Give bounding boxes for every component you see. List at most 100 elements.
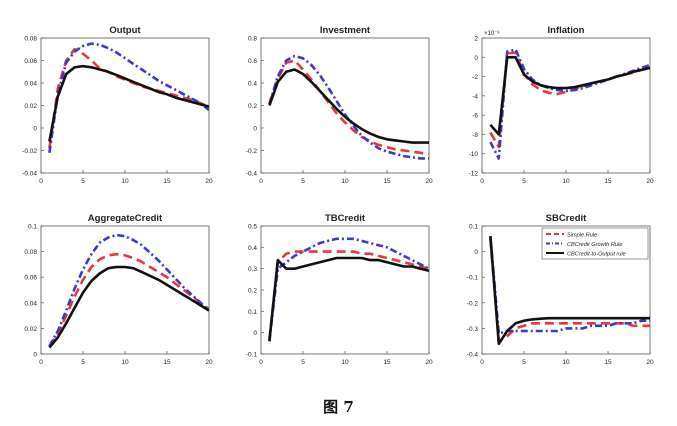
series-line-cbcredit-growth-rule [48,233,209,347]
x-tick-label: 10 [562,359,570,366]
chart-panel-6: SBCredit -0.4 -0.3 -0.2 -0.1 0 0.1 0 5 10 15 20 Simp… [467,213,654,366]
x-tick-label: 5 [522,359,526,366]
chart-panel-1: Output -0.04 -0.02 0 0.02 0.04 0.06 0.08 0 5 10 15 2… [22,25,213,185]
x-tick-label: 5 [81,359,85,366]
series-line-cbcredit-to-output-rule [48,265,209,349]
x-tick-label: 5 [81,178,85,185]
series-line-cbcredit-to-output-rule [268,256,429,342]
x-tick-label: 0 [259,178,263,185]
y-tick-label: 0.2 [248,288,257,295]
x-tick-label: 20 [646,178,654,185]
y-tick-label: -0.04 [22,171,37,178]
y-tick-label: 0 [474,249,478,256]
legend-label: CBCredit Growth Rule [567,242,622,248]
x-tick-label: 10 [562,178,570,185]
y-tick-label: -8 [472,132,478,139]
y-tick-label: -0.4 [246,171,258,178]
series-line-simple-rule [489,238,650,343]
y-tick-label: 0.02 [24,326,37,333]
series-line-cbcredit-growth-rule [268,237,429,342]
y-tick-label: 0.06 [24,275,37,282]
series-line-cbcredit-growth-rule [489,48,650,160]
y-tick-label: -6 [472,113,478,120]
chart-panel-2: Investment -0.4 -0.2 0 0.2 0.4 0.6 0.8 0 5 10 15 20 [246,25,433,185]
y-tick-label: -0.2 [467,300,479,307]
legend-label: CBCredit-to-Output rule [567,251,626,257]
series-line-cbcredit-to-output-rule [48,64,209,142]
x-tick-label: 15 [604,178,612,185]
y-tick-label: 0 [33,352,37,359]
series-line-cbcredit-growth-rule [489,236,650,335]
series-line-simple-rule [489,51,650,149]
y-tick-label: -0.1 [246,352,258,359]
plot-frame [260,225,430,355]
x-tick-label: 10 [341,178,349,185]
x-tick-label: 20 [205,178,213,185]
y-tick-label: -4 [472,93,478,100]
y-tick-label: 0.1 [469,224,478,231]
x-tick-label: 20 [425,359,433,366]
chart-title: Investment [320,25,371,36]
y-tick-label: 0 [253,126,257,133]
y-tick-label: 0 [253,330,257,337]
chart-title: Output [109,25,141,36]
y-tick-label: 0.04 [24,300,37,307]
series-line-simple-rule [268,59,429,156]
y-tick-label: -0.4 [467,352,479,359]
y-tick-label: 0.06 [24,58,37,65]
y-tick-label: -0.3 [467,326,479,333]
chart-title: Inflation [548,25,585,36]
y-tick-label: -10 [469,151,479,158]
y-tick-label: 0.08 [24,36,37,43]
plot-frame [260,37,430,174]
x-tick-label: 20 [646,359,654,366]
y-tick-label: 2 [474,36,478,43]
y-tick-label: 0.4 [248,81,257,88]
y-tick-label: 0.6 [248,58,257,65]
chart-title: TBCredit [325,213,366,224]
series-line-cbcredit-growth-rule [48,42,209,153]
x-tick-label: 15 [383,178,391,185]
x-tick-label: 5 [301,359,305,366]
series-line-simple-rule [268,250,429,340]
x-tick-label: 0 [39,178,43,185]
series-line-cbcredit-to-output-rule [489,236,650,346]
y-tick-label: 0.2 [248,103,257,110]
y-tick-label: 0.1 [28,224,37,231]
x-tick-label: 15 [604,359,612,366]
series-line-cbcredit-to-output-rule [489,55,650,136]
figure-caption: 图 7 [323,398,354,416]
chart-legend: Simple Rule CBCredit Growth Rule CBCredit-… [541,227,649,260]
y-tick-label: 0.04 [24,81,37,88]
y-tick-label: 0.1 [248,309,257,316]
y-tick-label: 0.3 [248,266,257,273]
chart-title: SBCredit [546,213,587,224]
x-tick-label: 0 [39,359,43,366]
x-tick-label: 10 [121,359,129,366]
series-line-simple-rule [48,252,209,348]
series-line-cbcredit-to-output-rule [268,68,429,144]
x-tick-label: 5 [522,178,526,185]
chart-title: AggregateCredit [88,213,163,224]
x-tick-label: 20 [205,359,213,366]
chart-panel-5: TBCredit-0.100.10.20.30.40.50 5 10 15 20 [246,213,433,366]
series-line-simple-rule [48,47,209,149]
y-tick-label: -0.02 [22,148,37,155]
x-tick-label: 5 [301,178,305,185]
legend-label: Simple Rule [567,232,597,238]
y-tick-label: -0.2 [246,148,258,155]
x-tick-label: 0 [259,359,263,366]
y-tick-label: 0 [33,126,37,133]
y-tick-label: -12 [469,171,479,178]
y-tick-label: 0.4 [248,245,257,252]
x-tick-label: 15 [163,178,171,185]
x-tick-label: 10 [341,359,349,366]
x-tick-label: 0 [480,359,484,366]
y-tick-label: -2 [472,74,478,81]
x-tick-label: 15 [163,359,171,366]
series-line-cbcredit-growth-rule [268,54,429,160]
x-tick-label: 0 [480,178,484,185]
y-tick-label: 0.02 [24,103,37,110]
